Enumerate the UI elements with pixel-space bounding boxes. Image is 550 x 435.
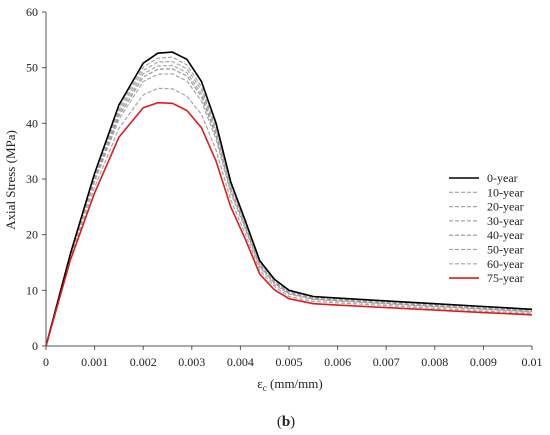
y-tick-label: 50 [26, 61, 38, 75]
legend-label: 50-year [487, 243, 524, 257]
legend: 0-year10-year20-year30-year40-year50-yea… [449, 171, 524, 285]
legend-label: 75-year [487, 271, 524, 285]
y-axis-ticks: 0 10 20 30 40 50 60 [26, 5, 46, 353]
legend-label: 0-year [487, 171, 518, 185]
legend-label: 30-year [487, 214, 524, 228]
x-tick-label: 0.001 [81, 355, 108, 369]
series-line-40-year [45, 68, 533, 347]
x-tick-label: 0 [43, 355, 49, 369]
legend-label: 10-year [487, 185, 524, 199]
x-tick-label: 0.01 [522, 355, 543, 369]
x-tick-label: 0.006 [324, 355, 351, 369]
series-line-50-year [45, 73, 533, 347]
series-line-60-year [45, 87, 533, 347]
series-line-10-year [45, 56, 533, 347]
y-tick-label: 40 [26, 116, 38, 130]
x-axis-title: εc (mm/mm) [257, 376, 322, 393]
legend-label: 20-year [487, 200, 524, 214]
legend-label: 60-year [487, 257, 524, 271]
x-tick-label: 0.008 [421, 355, 448, 369]
series-lines [45, 51, 533, 347]
x-tick-label: 0.002 [130, 355, 157, 369]
x-tick-label: 0.004 [227, 355, 254, 369]
series-line-0-year [45, 51, 533, 347]
y-tick-label: 60 [26, 5, 38, 19]
y-axis-title: Axial Stress (MPa) [3, 130, 18, 230]
y-tick-label: 0 [32, 339, 38, 353]
series-line-75-year [45, 101, 533, 347]
x-tick-label: 0.003 [178, 355, 205, 369]
x-tick-label: 0.005 [276, 355, 303, 369]
x-tick-label: 0.009 [470, 355, 497, 369]
x-axis-ticks: 0 0.001 0.002 0.003 0.004 0.005 0.006 0.007 0.00… [43, 346, 543, 369]
x-tick-label: 0.007 [373, 355, 400, 369]
legend-label: 40-year [487, 228, 524, 242]
panel-label-letter: b [282, 414, 290, 430]
y-tick-label: 30 [26, 172, 38, 186]
y-tick-label: 10 [26, 283, 38, 297]
panel-label: (b) [277, 414, 295, 430]
y-tick-label: 20 [26, 228, 38, 242]
